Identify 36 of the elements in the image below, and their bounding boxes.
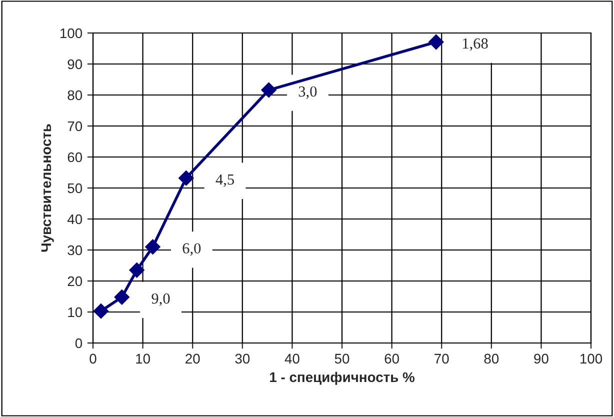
y-tick-label: 100 xyxy=(60,28,82,38)
point xyxy=(178,170,194,186)
y-tick-label: 40 xyxy=(67,214,82,224)
x-tick-label: 60 xyxy=(384,354,399,364)
x-tick-label: 10 xyxy=(136,354,150,364)
x-tick-label: 80 xyxy=(484,354,499,364)
point xyxy=(145,239,160,254)
x-tick-label: 100 xyxy=(580,354,602,364)
x-tick-label: 70 xyxy=(434,354,449,364)
y-axis-title: Чувствительность xyxy=(41,124,54,252)
y-tick-label: 0 xyxy=(75,338,82,348)
annotation: 6,0 xyxy=(182,243,201,256)
annotation: 3,0 xyxy=(298,86,317,99)
point xyxy=(428,34,444,50)
y-tick-label: 10 xyxy=(68,307,82,318)
point xyxy=(93,304,109,319)
annotation: 4,5 xyxy=(216,174,234,187)
annotation: 1,68 xyxy=(462,38,488,51)
x-tick-label: 50 xyxy=(334,354,350,364)
x-tick-label: 0 xyxy=(90,354,96,364)
x-tick-label: 20 xyxy=(186,354,200,364)
y-tick-label: 50 xyxy=(68,183,82,194)
y-tick-label: 90 xyxy=(68,59,82,70)
y-tick-label: 30 xyxy=(68,245,82,256)
point xyxy=(114,290,130,305)
x-tick-label: 40 xyxy=(284,354,300,364)
annotation: 9,0 xyxy=(152,293,170,306)
x-tick-label: 90 xyxy=(534,354,548,364)
x-tick-label: 30 xyxy=(235,354,250,364)
point xyxy=(129,262,144,278)
y-tick-label: 60 xyxy=(68,152,82,162)
y-tick-label: 20 xyxy=(68,276,82,286)
x-axis-title: 1 - специфичность % xyxy=(270,372,414,385)
y-tick-label: 80 xyxy=(68,90,82,100)
y-tick-label: 70 xyxy=(68,121,82,132)
point xyxy=(261,82,276,98)
